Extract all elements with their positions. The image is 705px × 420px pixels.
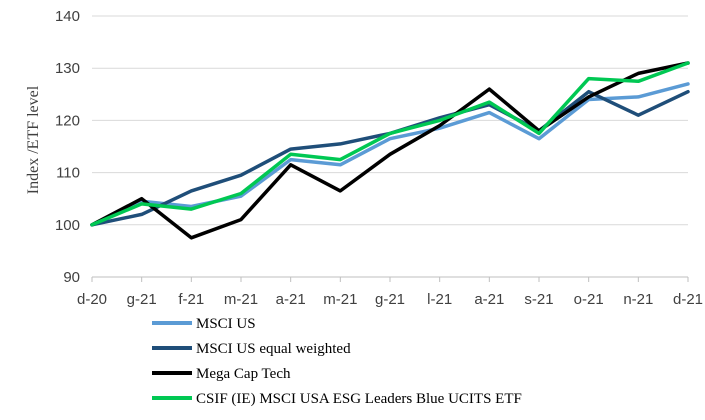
x-tick-label: s-21 (524, 291, 553, 308)
series-line-1 (90, 82, 690, 227)
x-tick-label: m-21 (323, 291, 357, 308)
legend: MSCI US MSCI US equal weighted Mega Cap Te… (152, 316, 522, 407)
legend-label: CSIF (IE) MSCI USA ESG Leaders Blue UCIT… (196, 391, 522, 407)
y-tick-label: 90 (63, 269, 80, 286)
x-tick-label: f-21 (178, 291, 204, 308)
series-lines (90, 61, 690, 240)
axes: d-20 g-21 f-21 m-21 a-21 m-21 g-21 l-21 a-21 s-21… (77, 276, 703, 308)
series-line-4 (90, 61, 690, 227)
x-tick-label: n-21 (623, 291, 653, 308)
y-axis-title: Index /ETF level (25, 85, 42, 194)
x-tick-label: a-21 (276, 291, 306, 308)
y-tick-label: 130 (55, 60, 80, 77)
x-tick-label: g-21 (127, 291, 157, 308)
y-tick-label: 110 (56, 165, 80, 182)
x-tick-label: m-21 (224, 291, 258, 308)
series-line-3 (90, 61, 690, 240)
x-tick-label: d-20 (77, 291, 107, 308)
x-tick-label: g-21 (375, 291, 405, 308)
x-tick-label: o-21 (574, 291, 604, 308)
y-tick-label: 140 (55, 8, 80, 25)
y-tick-label: 120 (55, 112, 80, 129)
x-tick-label: d-21 (673, 291, 703, 308)
legend-label: MSCI US (196, 316, 256, 332)
gridlines: 90 100 110 120 130 140 (55, 8, 688, 286)
x-tick-label: l-21 (427, 291, 452, 308)
legend-label: MSCI US equal weighted (196, 341, 351, 357)
x-tick-label: a-21 (474, 291, 504, 308)
legend-label: Mega Cap Tech (196, 366, 291, 382)
y-tick-label: 100 (55, 217, 80, 234)
